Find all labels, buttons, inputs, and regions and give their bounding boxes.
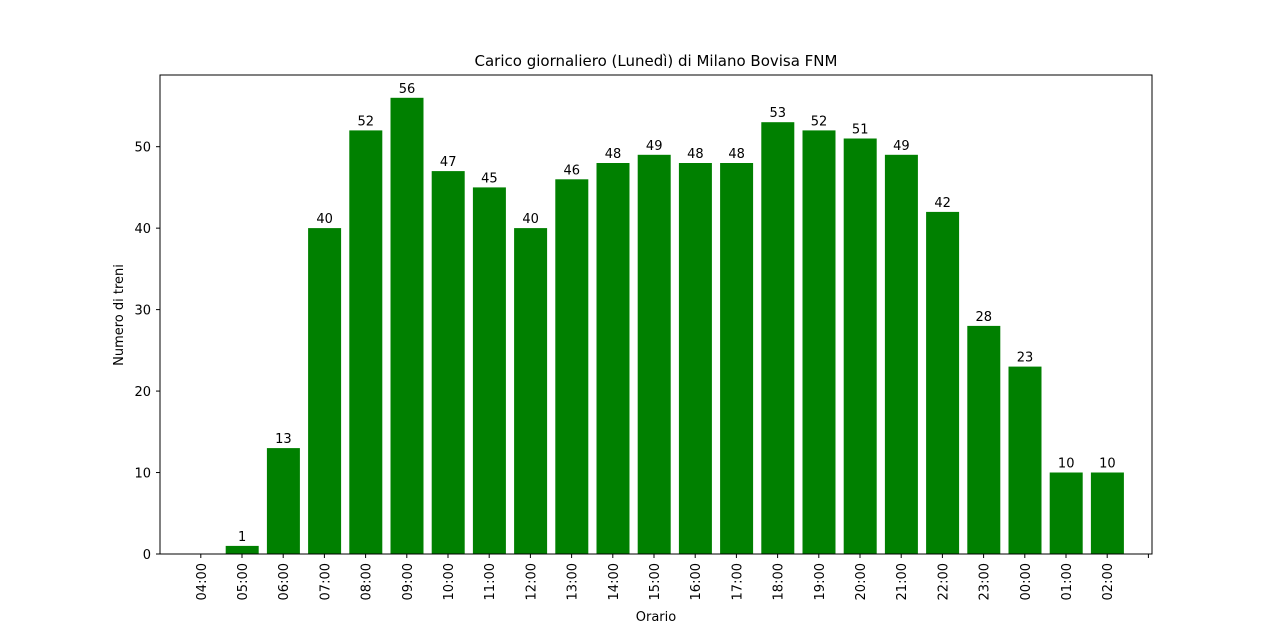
x-tick-label: 21:00 bbox=[895, 563, 910, 600]
y-tick-label: 20 bbox=[134, 385, 151, 400]
bar bbox=[266, 448, 300, 554]
bar bbox=[349, 130, 383, 554]
bar bbox=[390, 97, 424, 555]
bar-value-label: 46 bbox=[564, 163, 581, 178]
bar bbox=[761, 122, 795, 554]
x-tick-label: 15:00 bbox=[648, 563, 663, 600]
x-tick-label: 00:00 bbox=[1019, 563, 1034, 600]
x-tick-label: 17:00 bbox=[730, 563, 745, 600]
x-tick-label: 08:00 bbox=[360, 563, 375, 600]
bar-value-label: 52 bbox=[358, 114, 375, 129]
x-tick-label: 04:00 bbox=[195, 563, 210, 600]
x-tick-label: 19:00 bbox=[813, 563, 828, 600]
y-tick-label: 0 bbox=[143, 548, 151, 563]
bar-value-label: 53 bbox=[770, 106, 787, 121]
bar-value-label: 52 bbox=[811, 114, 828, 129]
bar-value-label: 51 bbox=[852, 123, 869, 138]
bar bbox=[843, 138, 877, 554]
plot-frame bbox=[159, 74, 1153, 555]
bar bbox=[1090, 472, 1124, 554]
bar-value-label: 40 bbox=[522, 212, 539, 227]
bar-value-label: 47 bbox=[440, 155, 457, 170]
bar-value-label: 10 bbox=[1058, 457, 1075, 472]
bar bbox=[431, 171, 465, 554]
y-tick-label: 10 bbox=[134, 467, 151, 482]
x-tick-label: 07:00 bbox=[318, 563, 333, 600]
bar bbox=[514, 228, 548, 554]
x-tick-label: 02:00 bbox=[1101, 563, 1116, 600]
bar bbox=[926, 211, 960, 554]
bar bbox=[678, 163, 712, 554]
bar-value-label: 48 bbox=[687, 147, 704, 162]
bar bbox=[472, 187, 506, 554]
x-axis-label: Orario bbox=[636, 610, 677, 623]
bar-value-label: 45 bbox=[481, 171, 498, 186]
x-tick-label: 22:00 bbox=[936, 563, 951, 600]
bar bbox=[225, 545, 259, 554]
bar bbox=[1008, 366, 1042, 554]
plot-area: 1 13 40 52 56 47 45 40 46 48 49 48 48 53 52 51 49 42 28 23 1… bbox=[134, 74, 1153, 600]
bar-value-label: 28 bbox=[976, 310, 993, 325]
bar-value-label: 49 bbox=[646, 139, 663, 154]
bar bbox=[1049, 472, 1083, 554]
bar-value-label: 48 bbox=[605, 147, 622, 162]
y-tick-label: 30 bbox=[134, 304, 151, 319]
x-tick-label: 20:00 bbox=[854, 563, 869, 600]
bar-value-label: 42 bbox=[934, 196, 951, 211]
bar bbox=[802, 130, 836, 554]
x-tick-label: 12:00 bbox=[524, 563, 539, 600]
y-tick-label: 40 bbox=[134, 222, 151, 237]
x-tick-label: 10:00 bbox=[442, 563, 457, 600]
x-tick-label: 14:00 bbox=[607, 563, 622, 600]
bar bbox=[308, 228, 342, 554]
bar bbox=[884, 154, 918, 555]
x-tick-label: 18:00 bbox=[772, 563, 787, 600]
x-tick-label: 01:00 bbox=[1060, 563, 1075, 600]
x-tick-label: 09:00 bbox=[401, 563, 416, 600]
bar-value-label: 23 bbox=[1017, 351, 1034, 366]
y-axis-label: Numero di treni bbox=[112, 264, 127, 366]
y-tick-label: 50 bbox=[134, 141, 151, 156]
bar bbox=[555, 179, 589, 555]
bar-value-label: 56 bbox=[399, 82, 416, 97]
bar-value-label: 1 bbox=[238, 530, 246, 545]
bar-value-label: 10 bbox=[1099, 457, 1116, 472]
bar-value-label: 49 bbox=[893, 139, 910, 154]
x-tick-label: 16:00 bbox=[689, 563, 704, 600]
bar bbox=[596, 163, 630, 554]
bar-value-label: 48 bbox=[728, 147, 745, 162]
x-tick-label: 13:00 bbox=[566, 563, 581, 600]
x-tick-label: 06:00 bbox=[277, 563, 292, 600]
x-tick-label: 23:00 bbox=[978, 563, 993, 600]
bar bbox=[720, 163, 754, 554]
x-tick-label: 11:00 bbox=[483, 563, 498, 600]
bar-value-label: 13 bbox=[275, 432, 292, 447]
x-tick-label: 05:00 bbox=[236, 563, 251, 600]
bar bbox=[637, 154, 671, 555]
bar bbox=[967, 325, 1001, 554]
chart-title: Carico giornaliero (Lunedì) di Milano Bo… bbox=[475, 52, 838, 70]
bar-value-label: 40 bbox=[316, 212, 333, 227]
